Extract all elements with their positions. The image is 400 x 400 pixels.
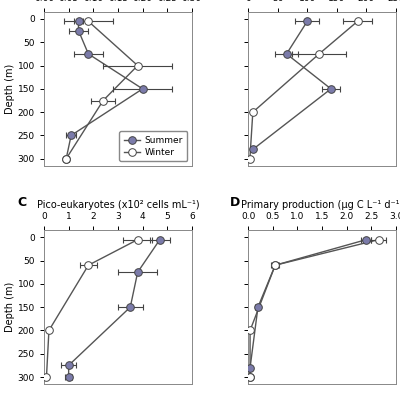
Summer <box>328 86 333 91</box>
Winter <box>86 19 91 24</box>
Summer <box>140 86 145 91</box>
Winter <box>273 263 278 268</box>
Y-axis label: Depth (m): Depth (m) <box>5 282 15 332</box>
Summer <box>76 28 81 33</box>
Winter <box>135 63 140 68</box>
Line: Summer: Summer <box>246 236 370 381</box>
Line: Winter: Winter <box>62 18 142 162</box>
Summer <box>66 363 71 368</box>
Summer <box>256 305 260 310</box>
Winter <box>376 237 381 242</box>
Summer <box>135 270 140 275</box>
Line: Summer: Summer <box>249 18 335 153</box>
Winter <box>248 375 252 380</box>
Title: Primary production (μg C L⁻¹ d⁻¹): Primary production (μg C L⁻¹ d⁻¹) <box>241 200 400 210</box>
Summer <box>64 156 68 161</box>
Y-axis label: Depth (m): Depth (m) <box>5 64 15 114</box>
Line: Summer: Summer <box>65 236 164 381</box>
Winter <box>248 328 252 333</box>
Summer <box>248 365 252 370</box>
Text: D: D <box>230 196 241 210</box>
Legend: Summer, Winter: Summer, Winter <box>119 132 187 161</box>
Summer <box>158 237 162 242</box>
Summer <box>86 52 91 56</box>
Line: Winter: Winter <box>246 236 382 381</box>
Summer <box>66 375 71 380</box>
Title: Pico-eukaryotes (x10² cells mL⁻¹): Pico-eukaryotes (x10² cells mL⁻¹) <box>37 200 199 210</box>
Summer <box>69 133 74 138</box>
Winter <box>44 375 49 380</box>
Winter <box>86 263 91 268</box>
Text: C: C <box>17 196 26 210</box>
Summer <box>76 19 81 24</box>
Line: Summer: Summer <box>62 18 146 162</box>
Summer <box>248 375 252 380</box>
Winter <box>250 110 255 114</box>
Summer <box>250 147 255 152</box>
Summer <box>284 52 289 56</box>
Summer <box>273 263 278 268</box>
Line: Winter: Winter <box>246 18 361 162</box>
Winter <box>355 19 360 24</box>
Winter <box>317 52 322 56</box>
Summer <box>128 305 133 310</box>
Winter <box>248 156 252 161</box>
Winter <box>64 156 68 161</box>
Line: Winter: Winter <box>43 236 142 381</box>
Winter <box>46 328 51 333</box>
Summer <box>364 237 369 242</box>
Winter <box>135 237 140 242</box>
Summer <box>305 19 310 24</box>
Winter <box>101 98 106 103</box>
